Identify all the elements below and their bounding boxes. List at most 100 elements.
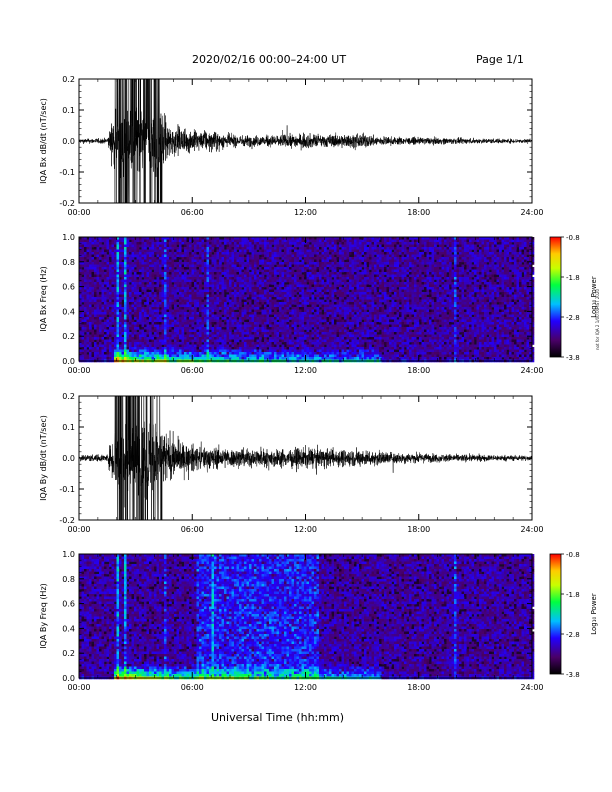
spectrogram-cell (197, 330, 200, 333)
spectrogram-cell (119, 240, 122, 243)
spectrogram-cell (277, 322, 280, 325)
spectrogram-cell (177, 290, 180, 293)
spectrogram-cell (309, 282, 312, 285)
spectrogram-cell (169, 317, 172, 320)
spectrogram-cell (104, 307, 107, 310)
spectrogram-cell (162, 335, 165, 338)
spectrogram-cell (134, 350, 137, 353)
spectrogram-cell (142, 350, 145, 353)
spectrogram-cell (152, 352, 155, 355)
spectrogram-cell (142, 320, 145, 323)
spectrogram-cell (307, 325, 310, 328)
spectrogram-cell (317, 280, 320, 283)
spectrogram-cell (234, 300, 237, 303)
spectrogram-cell (294, 292, 297, 295)
spectrogram-cell (314, 280, 317, 283)
spectrogram-cell (222, 282, 225, 285)
spectrogram-cell (194, 242, 197, 245)
spectrogram-cell (312, 247, 315, 250)
spectrogram-cell (214, 287, 217, 290)
spectrogram-cell (179, 280, 182, 283)
spectrogram-cell (149, 295, 152, 298)
spectrogram-cell (242, 307, 245, 310)
spectrogram-cell (222, 265, 225, 268)
spectrogram-cell (152, 257, 155, 260)
spectrogram-cell (232, 285, 235, 288)
spectrogram-cell (124, 327, 127, 330)
spectrogram-cell (159, 317, 162, 320)
spectrogram-cell (107, 265, 110, 268)
spectrogram-cell (172, 340, 175, 343)
spectrogram-cell (119, 357, 122, 360)
spectrogram-cell (289, 262, 292, 265)
spectrogram-cell (194, 290, 197, 293)
spectrogram-cell (102, 290, 105, 293)
spectrogram-cell (289, 282, 292, 285)
spectrogram-cell (172, 357, 175, 360)
spectrogram-cell (124, 255, 127, 258)
spectrogram-cell (284, 302, 287, 305)
spectrogram-cell (259, 347, 262, 350)
spectrogram-cell (309, 342, 312, 345)
spectrogram-cell (247, 275, 250, 278)
spectrogram-cell (169, 250, 172, 253)
spectrogram-cell (257, 252, 260, 255)
spectrogram-cell (234, 252, 237, 255)
spectrogram-cell (289, 352, 292, 355)
spectrogram-cell (292, 282, 295, 285)
spectrogram-cell (179, 335, 182, 338)
spectrogram-cell (87, 310, 90, 313)
spectrogram-cell (97, 265, 100, 268)
spectrogram-cell (222, 310, 225, 313)
spectrogram-cell (324, 287, 327, 290)
spectrogram-cell (307, 327, 310, 330)
spectrogram-cell (114, 265, 117, 268)
spectrogram-cell (262, 262, 265, 265)
spectrogram-cell (87, 357, 90, 360)
spectrogram-cell (112, 290, 115, 293)
spectrogram-cell (309, 302, 312, 305)
spectrogram-cell (152, 290, 155, 293)
spectrogram-cell (152, 277, 155, 280)
spectrogram-cell (182, 250, 185, 253)
spectrogram-cell (302, 305, 305, 308)
spectrogram-cell (104, 312, 107, 315)
spectrogram-cell (97, 312, 100, 315)
spectrogram-cell (132, 265, 135, 268)
spectrogram-cell (272, 317, 275, 320)
spectrogram-cell (119, 300, 122, 303)
spectrogram-cell (122, 330, 125, 333)
spectrogram-cell (234, 255, 237, 258)
spectrogram-cell (149, 342, 152, 345)
spectrogram-cell (242, 295, 245, 298)
spectrogram-cell (94, 342, 97, 345)
spectrogram-cell (249, 302, 252, 305)
spectrogram-cell (189, 330, 192, 333)
spectrogram-cell (164, 272, 167, 275)
spectrogram-cell (122, 275, 125, 278)
spectrogram-cell (187, 250, 190, 253)
spectrogram-cell (259, 275, 262, 278)
spectrogram-cell (284, 285, 287, 288)
spectrogram-cell (272, 352, 275, 355)
spectrogram-cell (139, 317, 142, 320)
spectrogram-cell (192, 315, 195, 318)
spectrogram-cell (109, 250, 112, 253)
spectrogram-cell (159, 332, 162, 335)
spectrogram-cell (97, 342, 100, 345)
spectrogram-cell (217, 275, 220, 278)
spectrogram-cell (312, 325, 315, 328)
spectrogram-cell (317, 342, 320, 345)
spectrogram-cell (207, 332, 210, 335)
spectrogram-cell (244, 315, 247, 318)
spectrogram-cell (142, 330, 145, 333)
spectrogram-cell (159, 260, 162, 263)
spectrogram-cell (177, 315, 180, 318)
spectrogram-cell (202, 250, 205, 253)
spectrogram-cell (102, 332, 105, 335)
spectrogram-cell (84, 257, 87, 260)
spectrogram-cell (164, 300, 167, 303)
spectrogram-cell (189, 255, 192, 258)
spectrogram-cell (102, 310, 105, 313)
spectrogram-cell (277, 290, 280, 293)
